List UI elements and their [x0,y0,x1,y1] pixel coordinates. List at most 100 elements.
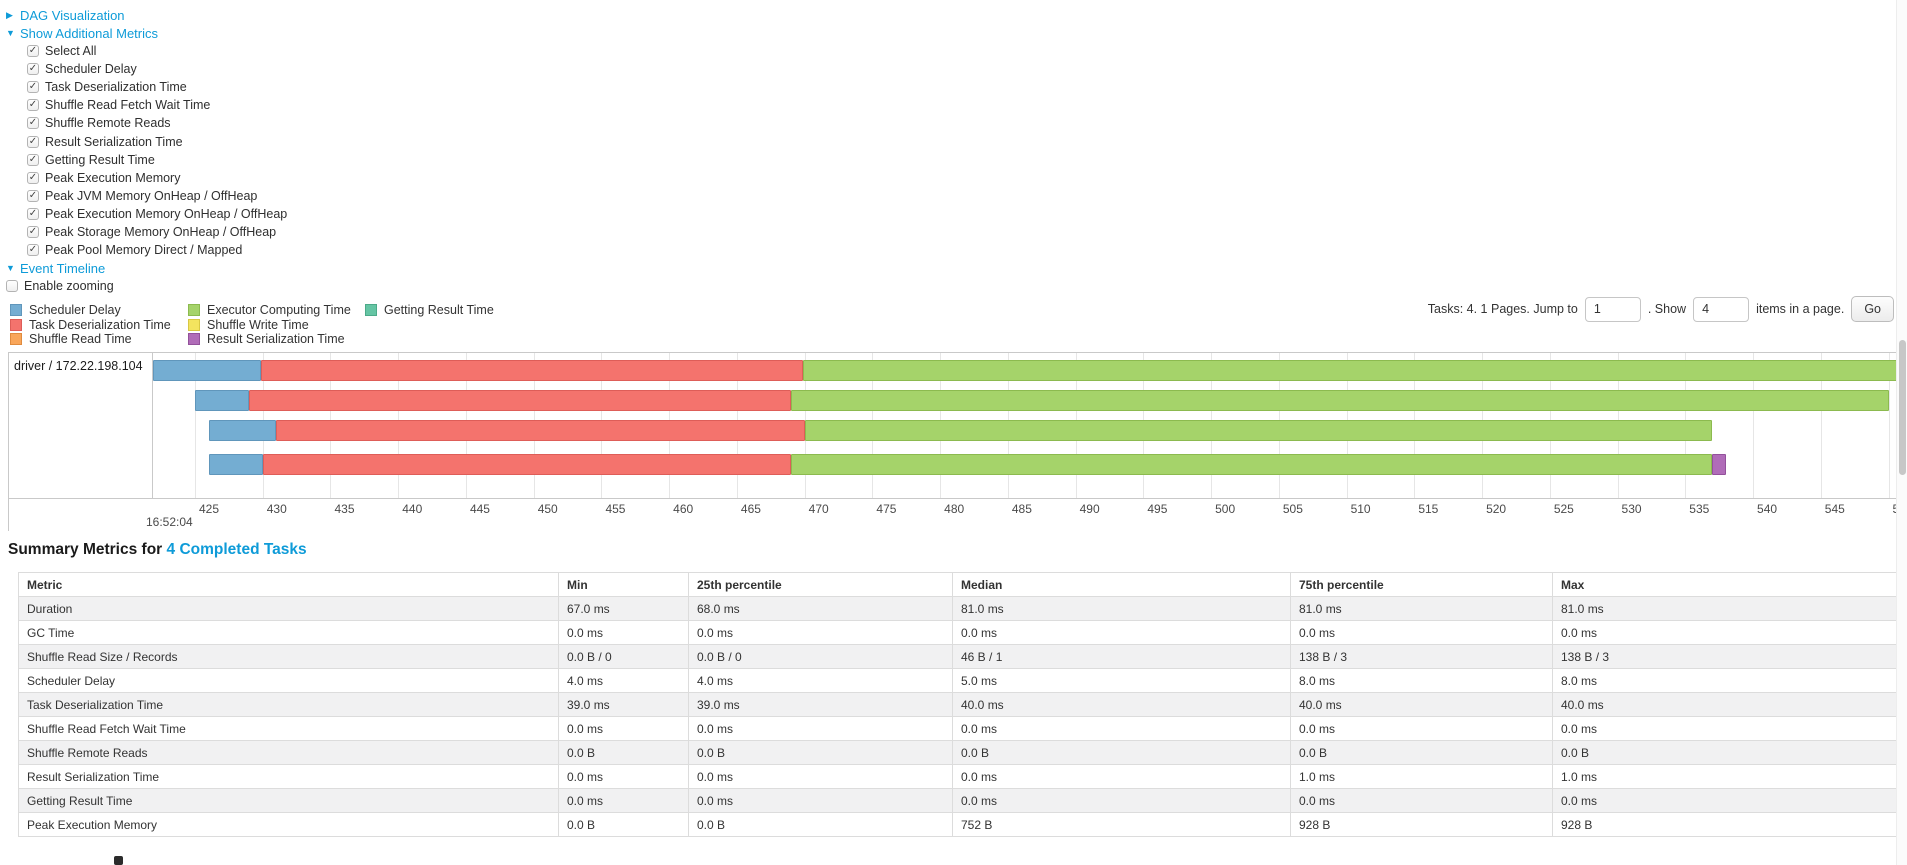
metric-value-cell: 0.0 ms [688,788,953,813]
metric-value-cell: 0.0 ms [952,620,1291,645]
axis-tick-label: 535 [1689,502,1710,516]
task-bar-segment-scheduler_delay[interactable] [208,420,277,441]
table-row: Duration 67.0 ms 68.0 ms 81.0 ms 81.0 ms 81.0… [18,596,1899,621]
axis-tick-label: 425 [198,502,220,516]
summary-metrics-title: Summary Metrics for 4 Completed Tasks [8,541,307,559]
task-bar-segment-executor_computing[interactable] [791,390,1889,411]
task-bar-segment-executor_computing[interactable] [804,420,1713,441]
page-size-input[interactable] [1693,296,1750,322]
axis-tick-label: 450 [537,502,558,516]
legend-swatch-icon [188,333,200,346]
metric-checkbox-label: Peak Storage Memory OnHeap / OffHeap [45,224,277,239]
show-text: . Show [1647,302,1687,316]
legend-label: Shuffle Read Time [29,332,132,347]
table-header-row: Metric Min 25th percentile Median 75th perce… [18,572,1899,597]
timeline-gridline [1888,353,1890,498]
metric-value-cell: 0.0 ms [688,764,953,789]
scrollbar-track[interactable] [1896,0,1907,865]
show-additional-metrics-toggle[interactable]: ▼ Show Additional Metrics [6,24,287,42]
dag-visualization-label: DAG Visualization [20,7,125,23]
metric-name-cell: Scheduler Delay [18,668,559,693]
task-bar-segment-scheduler_delay[interactable] [208,454,263,475]
metric-checkbox[interactable] [27,135,39,148]
column-header: Metric [18,572,559,597]
metric-checkbox[interactable] [27,171,39,184]
timeline-gridline [194,353,196,498]
metric-checkbox[interactable] [27,81,39,94]
metric-value-cell: 0.0 ms [1552,716,1899,741]
event-timeline-toggle[interactable]: ▼ Event Timeline [6,259,287,277]
metric-value-cell: 0.0 ms [688,620,953,645]
metric-checkbox[interactable] [27,117,39,130]
metric-value-cell: 46 B / 1 [952,644,1291,669]
task-bar-segment-executor_computing[interactable] [803,360,1898,381]
enable-zooming-checkbox[interactable] [6,280,18,293]
metric-value-cell: 1.0 ms [1290,764,1553,789]
axis-tick-label: 495 [1147,502,1168,516]
metric-name-cell: Task Deserialization Time [18,692,559,717]
metric-value-cell: 0.0 B [558,740,689,765]
completed-tasks-link[interactable]: 4 Completed Tasks [166,541,307,558]
metric-value-cell: 0.0 ms [952,764,1291,789]
metric-value-cell: 0.0 ms [558,764,689,789]
metric-value-cell: 0.0 ms [952,716,1291,741]
axis-tick-label: 505 [1282,502,1303,516]
metric-checkbox-list: Select All Scheduler Delay Task Deserializ… [6,42,287,259]
table-row: Scheduler Delay 4.0 ms 4.0 ms 5.0 ms 8.0 ms 8… [18,668,1899,693]
task-bar-segment-scheduler_delay[interactable] [153,360,262,381]
go-button[interactable]: Go [1851,296,1894,322]
axis-tick-label: 430 [266,502,287,516]
collapsed-arrow-icon: ▶ [6,9,13,20]
metric-value-cell: 0.0 ms [1552,788,1899,813]
metric-value-cell: 81.0 ms [952,596,1291,621]
metric-value-cell: 39.0 ms [558,692,689,717]
metric-value-cell: 928 B [1290,812,1553,837]
metric-value-cell: 40.0 ms [1290,692,1553,717]
metric-checkbox-label: Peak Pool Memory Direct / Mapped [45,243,243,258]
metric-checkbox[interactable] [27,63,39,76]
task-bar-segment-task_deserialization[interactable] [249,390,792,411]
metric-checkbox[interactable] [27,153,39,166]
timeline-gridline [1753,353,1755,498]
metric-checkbox[interactable] [27,207,39,220]
task-bar-segment-result_serialization[interactable] [1712,454,1726,475]
metric-name-cell: Shuffle Remote Reads [18,740,559,765]
task-bar-segment-task_deserialization[interactable] [262,454,792,475]
axis-major-label: 16:52:04 [146,515,193,529]
metric-checkbox-label: Peak Execution Memory OnHeap / OffHeap [45,206,288,221]
metric-name-cell: Shuffle Read Fetch Wait Time [18,716,559,741]
axis-tick-label: 530 [1621,502,1642,516]
dag-visualization-toggle[interactable]: ▶ DAG Visualization [6,6,287,24]
metric-checkbox-label: Scheduler Delay [45,62,137,77]
event-timeline-label: Event Timeline [20,260,106,276]
task-bar-segment-scheduler_delay[interactable] [194,390,250,411]
metric-value-cell: 0.0 ms [1552,620,1899,645]
table-row: Getting Result Time 0.0 ms 0.0 ms 0.0 ms 0.0… [18,788,1899,813]
metric-value-cell: 0.0 B [558,812,689,837]
axis-tick-label: 510 [1350,502,1371,516]
axis-tick-label: 475 [876,502,897,516]
task-bar-segment-executor_computing[interactable] [791,454,1713,475]
metric-value-cell: 8.0 ms [1290,668,1553,693]
metric-value-cell: 40.0 ms [952,692,1291,717]
task-bar-segment-task_deserialization[interactable] [261,360,804,381]
metric-checkbox-label: Peak JVM Memory OnHeap / OffHeap [45,188,258,203]
jump-to-page-input[interactable] [1584,296,1641,322]
legend-swatch-icon [188,304,200,317]
metric-checkbox[interactable] [27,99,39,112]
metric-checkbox-item: Shuffle Read Fetch Wait Time [27,96,287,114]
metric-checkbox[interactable] [27,244,39,257]
metric-checkbox-item: Select All [27,42,287,60]
task-bar-segment-task_deserialization[interactable] [276,420,805,441]
metric-checkbox[interactable] [27,45,39,58]
metric-checkbox-item: Peak Pool Memory Direct / Mapped [27,241,287,259]
axis-tick-label: 470 [808,502,829,516]
metric-value-cell: 0.0 ms [1290,788,1553,813]
metric-name-cell: Duration [18,596,559,621]
metric-checkbox[interactable] [27,189,39,202]
metric-checkbox[interactable] [27,225,39,238]
metric-value-cell: 67.0 ms [558,596,689,621]
metric-name-cell: Getting Result Time [18,788,559,813]
legend-item: Getting Result Time [365,303,494,318]
scrollbar-thumb[interactable] [1898,340,1906,475]
